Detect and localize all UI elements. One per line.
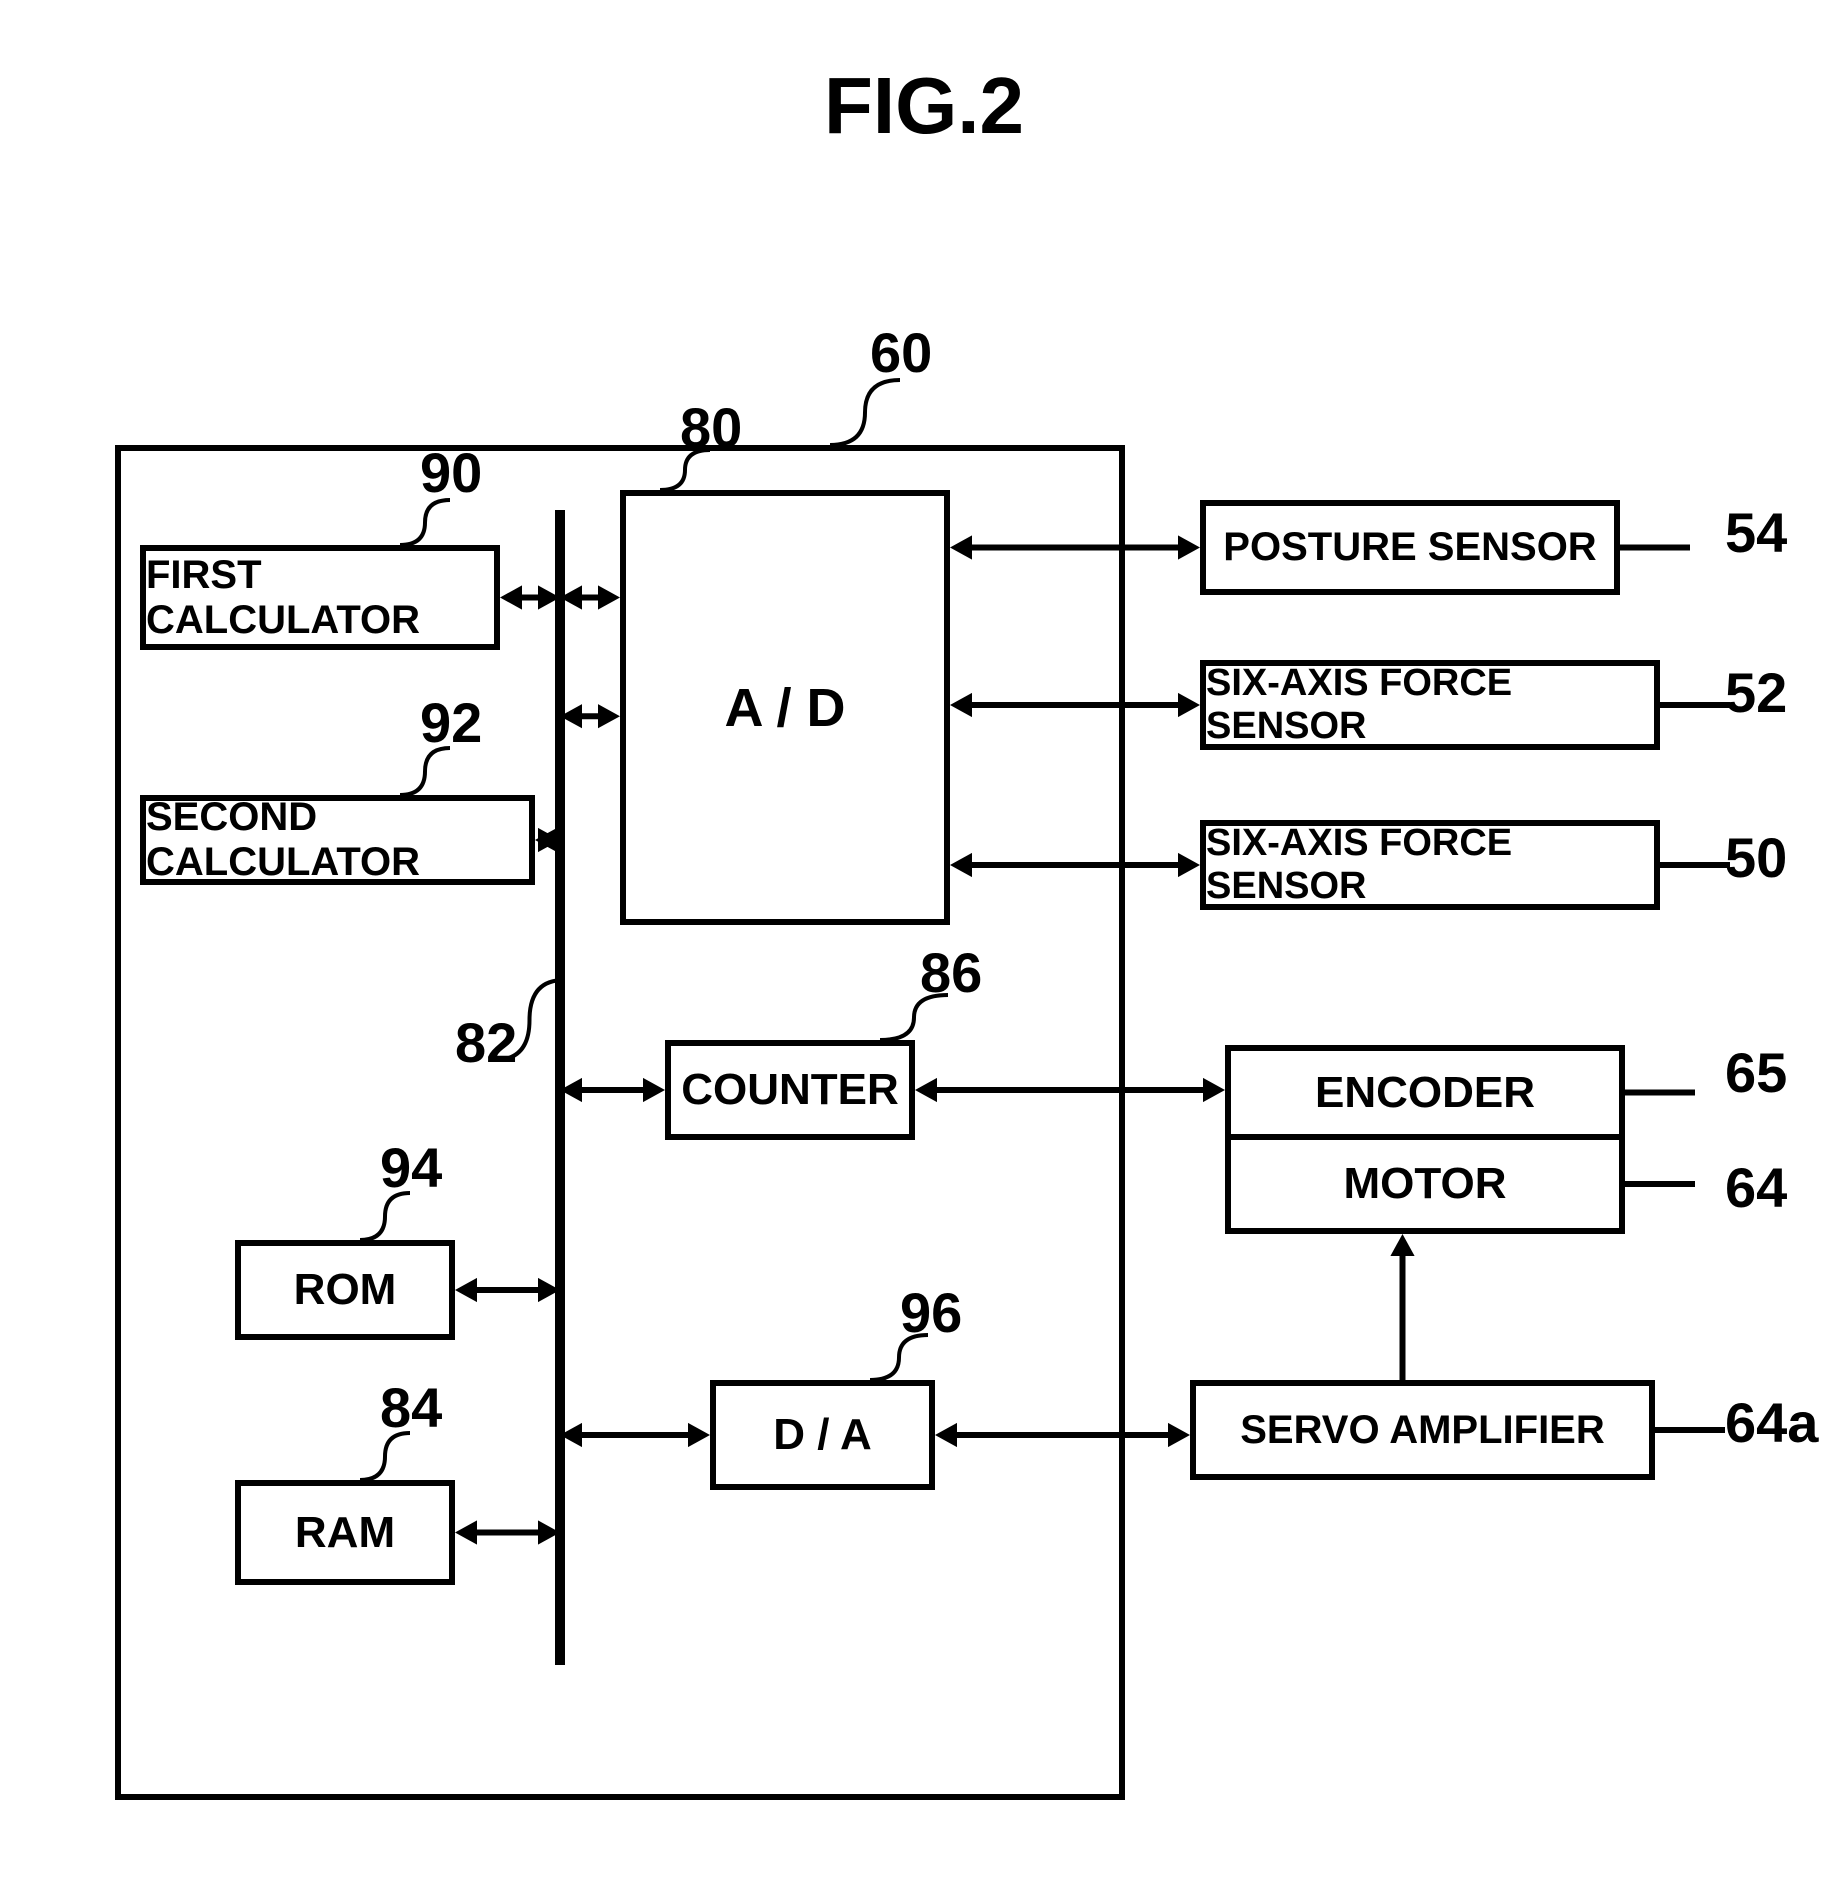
rom-block: ROM	[235, 1240, 455, 1340]
servo-amplifier-label: SERVO AMPLIFIER	[1240, 1408, 1605, 1453]
force-sensor-2-block: SIX-AXIS FORCE SENSOR	[1200, 820, 1660, 910]
servo-amplifier-block: SERVO AMPLIFIER	[1190, 1380, 1655, 1480]
force-sensor-2-label: SIX-AXIS FORCE SENSOR	[1206, 822, 1654, 908]
counter-block: COUNTER	[665, 1040, 915, 1140]
ad-label: A / D	[725, 677, 846, 739]
ref-84: 84	[380, 1375, 442, 1440]
force-sensor-1-block: SIX-AXIS FORCE SENSOR	[1200, 660, 1660, 750]
ref-96: 96	[900, 1280, 962, 1345]
ref-80: 80	[680, 395, 742, 460]
second-calculator-label: SECOND CALCULATOR	[146, 795, 529, 885]
ref-86: 86	[920, 940, 982, 1005]
rom-label: ROM	[294, 1265, 397, 1315]
ram-label: RAM	[295, 1508, 395, 1558]
ref-60: 60	[870, 320, 932, 385]
ram-block: RAM	[235, 1480, 455, 1585]
ref-54: 54	[1725, 500, 1787, 565]
da-label: D / A	[773, 1410, 872, 1460]
ad-block: A / D	[620, 490, 950, 925]
first-calculator-label: FIRST CALCULATOR	[146, 553, 494, 643]
counter-label: COUNTER	[681, 1065, 899, 1115]
ref-94: 94	[380, 1135, 442, 1200]
ref-92: 92	[420, 690, 482, 755]
motor-label: MOTOR	[1344, 1159, 1507, 1209]
ref-50: 50	[1725, 825, 1787, 890]
force-sensor-1-label: SIX-AXIS FORCE SENSOR	[1206, 662, 1654, 748]
figure-title: FIG.2	[824, 60, 1024, 152]
ref-90: 90	[420, 440, 482, 505]
ref-64a: 64a	[1725, 1390, 1818, 1455]
posture-sensor-label: POSTURE SENSOR	[1223, 525, 1596, 570]
posture-sensor-block: POSTURE SENSOR	[1200, 500, 1620, 595]
second-calculator-block: SECOND CALCULATOR	[140, 795, 535, 885]
encoder-block: ENCODER	[1225, 1045, 1625, 1140]
bus-line	[555, 510, 565, 1665]
motor-block: MOTOR	[1225, 1134, 1625, 1234]
ref-64: 64	[1725, 1155, 1787, 1220]
da-block: D / A	[710, 1380, 935, 1490]
encoder-label: ENCODER	[1315, 1068, 1535, 1118]
ref-52: 52	[1725, 660, 1787, 725]
ref-65: 65	[1725, 1040, 1787, 1105]
ref-82: 82	[455, 1010, 517, 1075]
first-calculator-block: FIRST CALCULATOR	[140, 545, 500, 650]
